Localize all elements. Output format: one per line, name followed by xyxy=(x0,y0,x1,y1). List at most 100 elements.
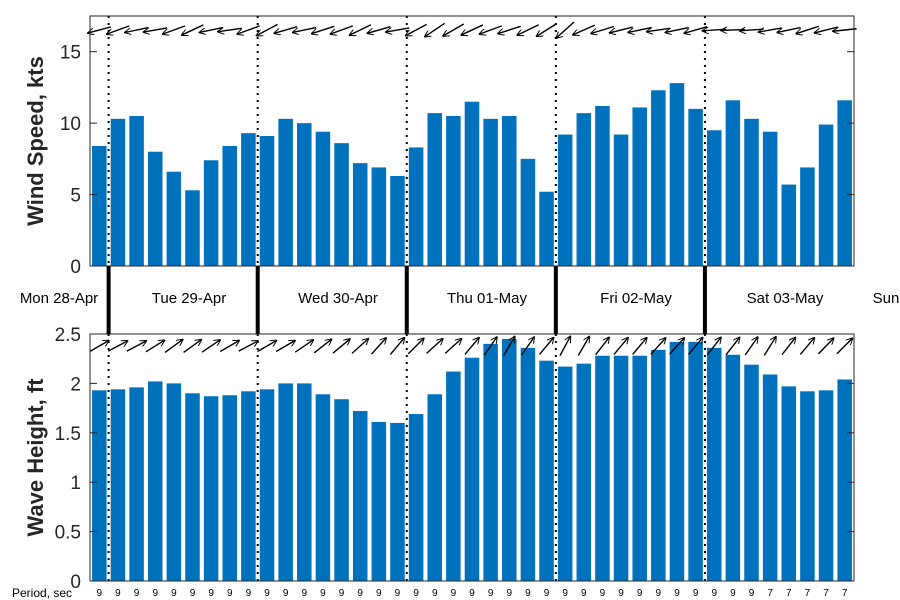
wave-direction-arrow xyxy=(503,336,515,356)
wave-bar xyxy=(464,357,480,581)
wave-bar xyxy=(613,355,629,581)
wave-bar xyxy=(520,347,536,581)
wind-bar xyxy=(781,184,797,266)
wave-bar xyxy=(595,355,610,581)
wave-bar xyxy=(762,374,778,581)
wind-bar xyxy=(744,118,759,266)
period-value: 9 xyxy=(432,588,438,599)
wind-bar xyxy=(502,116,517,266)
period-value: 9 xyxy=(730,588,736,599)
wind-direction-arrow xyxy=(163,25,186,34)
wave-bar xyxy=(669,341,685,581)
wind-bar xyxy=(110,118,126,266)
wave-bar xyxy=(818,390,834,581)
wave-bar xyxy=(744,364,759,581)
period-value: 9 xyxy=(562,588,568,599)
wind-direction-arrow xyxy=(330,25,354,34)
period-title: Period, sec xyxy=(12,586,72,600)
period-value: 9 xyxy=(506,588,512,599)
wind-bar xyxy=(185,190,200,266)
wind-bar xyxy=(446,116,461,266)
wave-ylabel: Wave Height, ft xyxy=(23,378,48,537)
wave-direction-arrow xyxy=(483,337,497,356)
wave-ytick-label: 2 xyxy=(70,374,81,395)
period-value: 9 xyxy=(227,588,233,599)
wave-direction-arrow xyxy=(164,340,183,354)
wind-direction-arrow xyxy=(646,28,671,31)
wind-bar xyxy=(520,158,536,266)
wave-bar xyxy=(352,411,368,581)
wind-direction-arrow xyxy=(386,27,410,32)
wind-direction-arrow xyxy=(293,26,317,33)
wave-bar xyxy=(781,386,797,581)
period-value: 9 xyxy=(693,588,699,599)
wind-bar xyxy=(483,118,498,266)
wind-bar xyxy=(762,131,778,266)
wind-bar xyxy=(464,101,480,267)
period-value: 9 xyxy=(115,588,121,599)
wind-bar xyxy=(297,123,312,266)
wave-bar xyxy=(334,399,349,581)
period-value: 7 xyxy=(767,588,773,599)
wave-direction-arrow xyxy=(781,337,796,356)
wind-bar xyxy=(222,146,238,266)
wave-bar xyxy=(110,389,126,581)
period-value: 9 xyxy=(581,588,587,599)
wind-direction-arrow xyxy=(814,26,838,33)
wave-direction-arrow xyxy=(219,341,239,353)
wave-direction-arrow xyxy=(89,341,109,353)
period-value: 9 xyxy=(749,588,755,599)
wave-direction-arrow xyxy=(744,337,758,356)
wind-bar xyxy=(688,108,703,266)
wave-bar xyxy=(688,341,703,581)
wind-direction-arrow xyxy=(312,25,335,33)
wind-bar xyxy=(241,133,256,266)
day-label: Tue 29-Apr xyxy=(152,290,226,307)
wave-bar xyxy=(539,360,554,581)
wind-direction-arrow xyxy=(406,23,428,35)
wave-direction-arrow xyxy=(407,338,424,355)
period-value: 9 xyxy=(339,588,345,599)
wave-direction-arrow xyxy=(559,336,570,357)
wave-direction-arrow xyxy=(126,341,146,352)
wave-bar xyxy=(557,366,573,581)
wind-bar xyxy=(837,100,852,266)
wave-direction-arrow xyxy=(107,341,127,352)
wind-bar xyxy=(166,171,182,266)
wind-bar xyxy=(352,163,368,266)
wave-bar xyxy=(651,349,666,581)
wave-direction-arrow xyxy=(817,338,833,355)
wave-direction-arrow xyxy=(613,338,628,355)
wind-bar xyxy=(334,143,349,266)
wave-bar xyxy=(576,363,592,581)
period-value: 9 xyxy=(97,588,103,599)
wave-direction-arrow xyxy=(538,338,553,355)
wave-bar xyxy=(241,391,256,581)
wave-bar xyxy=(166,383,182,581)
wind-direction-arrow xyxy=(237,25,260,34)
wave-bar xyxy=(315,394,331,581)
wind-ytick-label: 10 xyxy=(60,114,81,135)
wave-direction-arrow xyxy=(577,336,589,356)
wind-bar xyxy=(427,113,442,266)
wind-direction-arrow xyxy=(107,25,130,34)
wave-bar xyxy=(800,391,815,581)
wave-ytick-label: 1 xyxy=(70,473,81,494)
period-value: 9 xyxy=(637,588,643,599)
wave-direction-arrow xyxy=(238,341,258,352)
wave-bar xyxy=(502,338,517,581)
wave-direction-arrow xyxy=(389,338,404,355)
period-value: 9 xyxy=(413,588,419,599)
wind-bar xyxy=(800,167,815,266)
wave-bar xyxy=(390,422,405,581)
wave-bar xyxy=(129,387,144,581)
period-value: 9 xyxy=(525,588,531,599)
period-value: 9 xyxy=(208,588,214,599)
wave-bar xyxy=(427,394,442,581)
wave-bar xyxy=(147,381,163,581)
wave-bar xyxy=(837,379,852,581)
wave-bar xyxy=(203,396,219,581)
wind-bar xyxy=(259,136,275,266)
wave-direction-arrow xyxy=(313,339,331,354)
wave-direction-arrow xyxy=(351,339,368,354)
